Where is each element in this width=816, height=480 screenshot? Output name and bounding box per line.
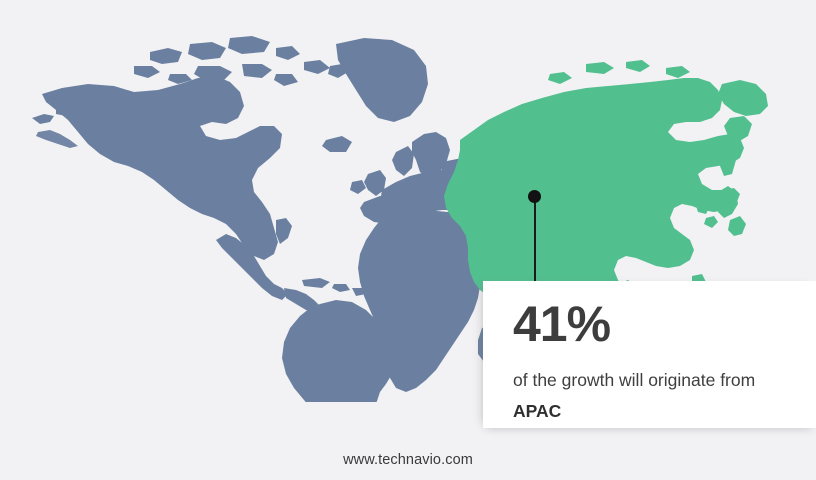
callout-description-prefix: of the growth will originate from — [513, 370, 756, 390]
map-region-greenland — [328, 38, 428, 122]
map-region-south-america — [282, 300, 394, 402]
callout-description: of the growth will originate from APAC — [513, 365, 786, 426]
map-region-north-america — [32, 36, 366, 314]
callout-card: 41% of the growth will originate from AP… — [483, 281, 816, 428]
callout-region-label: APAC — [513, 400, 562, 421]
footer-source-url: www.technavio.com — [343, 452, 473, 468]
world-map-svg — [30, 22, 790, 402]
callout-stat-value: 41% — [513, 296, 611, 352]
